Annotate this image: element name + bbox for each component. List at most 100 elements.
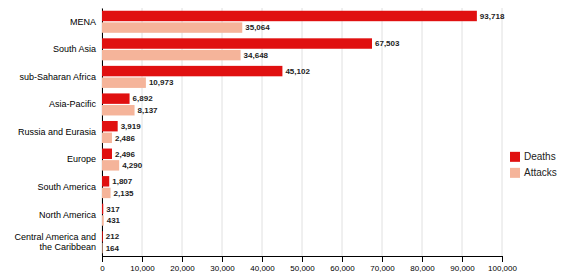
grid-line	[502, 8, 503, 256]
category-label-line: South America	[37, 182, 96, 192]
bar	[102, 77, 146, 87]
tick-mark	[302, 256, 303, 262]
tick-mark	[182, 256, 183, 262]
tick-mark	[382, 256, 383, 262]
bar	[102, 215, 104, 225]
tick: 10,000	[130, 256, 155, 273]
y-axis: Central America andthe Caribbean North Am…	[14, 9, 102, 257]
bars	[102, 11, 477, 253]
tick: 40,000	[250, 256, 275, 273]
tick-label: 60,000	[330, 264, 355, 273]
tick: South America	[37, 182, 102, 192]
tick-mark	[502, 256, 503, 262]
tick-mark	[422, 256, 423, 262]
tick-label: 10,000	[130, 264, 155, 273]
data-label: 3,919	[121, 122, 142, 131]
data-label: 45,102	[285, 67, 310, 76]
tick-mark	[342, 256, 343, 262]
bar	[102, 121, 118, 131]
data-label: 34,648	[244, 51, 269, 60]
legend-swatch	[510, 152, 520, 162]
legend-item: Deaths	[510, 151, 556, 162]
bar	[102, 188, 111, 198]
tick-label: 20,000	[170, 264, 195, 273]
tick-label: 70,000	[370, 264, 395, 273]
category-label: sub-Saharan Africa	[19, 72, 96, 82]
tick: 0	[100, 256, 105, 273]
bar	[102, 176, 109, 186]
tick: 70,000	[370, 256, 395, 273]
legend-item: Attacks	[510, 167, 557, 178]
tick: South Asia	[53, 44, 102, 54]
category-label-line: sub-Saharan Africa	[19, 72, 96, 82]
tick-label: 0	[100, 264, 105, 273]
data-label: 8,137	[138, 106, 159, 115]
tick: 20,000	[170, 256, 195, 273]
category-label: North America	[39, 210, 96, 220]
tick: sub-Saharan Africa	[19, 72, 102, 82]
tick-mark	[262, 256, 263, 262]
bar	[102, 133, 112, 143]
data-label: 2,496	[115, 150, 136, 159]
tick: 60,000	[330, 256, 355, 273]
tick: 90,000	[450, 256, 475, 273]
tick: 50,000	[290, 256, 315, 273]
data-label: 67,503	[375, 39, 400, 48]
tick-label: 40,000	[250, 264, 275, 273]
x-axis: 0 10,000 20,000 30,000 40,000 50,000 60,000 70,…	[100, 256, 517, 273]
grid-line	[462, 8, 463, 256]
tick-mark	[102, 256, 103, 262]
category-label-line: North America	[39, 210, 96, 220]
tick-label: 80,000	[410, 264, 435, 273]
tick: 30,000	[210, 256, 235, 273]
legend: Deaths Attacks	[510, 151, 557, 178]
category-label: South America	[37, 182, 96, 192]
tick: MENA	[70, 17, 102, 27]
data-label: 2,486	[115, 134, 136, 143]
legend-label: Deaths	[524, 151, 556, 162]
category-label: Central America andthe Caribbean	[14, 232, 96, 252]
tick-label: 50,000	[290, 264, 315, 273]
bar	[102, 105, 135, 115]
tick: Asia-Pacific	[49, 99, 102, 109]
tick-mark	[142, 256, 143, 262]
bar	[102, 204, 103, 214]
category-label-line: Russia and Eurasia	[18, 127, 96, 137]
tick: Russia and Eurasia	[18, 127, 102, 137]
bar	[102, 50, 241, 60]
legend-swatch	[510, 168, 520, 178]
data-label: 212	[106, 232, 120, 241]
grid	[102, 8, 502, 256]
category-label: Europe	[67, 154, 96, 164]
legend-label: Attacks	[524, 167, 557, 178]
bar	[102, 38, 372, 48]
data-label: 35,064	[245, 23, 270, 32]
bar	[102, 93, 130, 103]
tick: Central America andthe Caribbean	[14, 232, 102, 252]
category-label: Asia-Pacific	[49, 99, 97, 109]
tick: Europe	[67, 154, 102, 164]
data-label: 93,718	[480, 12, 505, 21]
category-label: South Asia	[53, 44, 96, 54]
tick: North America	[39, 210, 102, 220]
chart: 0 10,000 20,000 30,000 40,000 50,000 60,000 70,…	[0, 0, 566, 278]
category-label-line: Asia-Pacific	[49, 99, 97, 109]
tick-label: 100,000	[488, 264, 517, 273]
category-label-line: the Caribbean	[39, 242, 96, 252]
data-labels: 212 317 1,807 2,496 3,919 6,892 45,102 67,503 93…	[106, 12, 505, 253]
data-label: 164	[106, 244, 120, 253]
category-label-line: South Asia	[53, 44, 96, 54]
data-label: 4,290	[122, 161, 143, 170]
tick: 100,000	[488, 256, 517, 273]
tick-label: 90,000	[450, 264, 475, 273]
data-label: 317	[106, 205, 120, 214]
bar	[102, 149, 112, 159]
data-label: 431	[107, 216, 121, 225]
category-label-line: Europe	[67, 154, 96, 164]
bar	[102, 231, 103, 241]
data-label: 6,892	[133, 94, 154, 103]
bar	[102, 160, 119, 170]
bar	[102, 11, 477, 21]
data-label: 1,807	[112, 177, 133, 186]
axis-line	[103, 257, 503, 263]
